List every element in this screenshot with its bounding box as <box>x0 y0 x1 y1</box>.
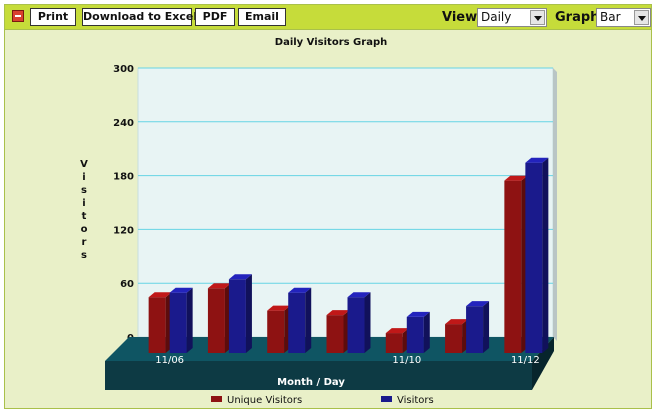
y-axis-label-letter: s <box>81 250 87 261</box>
x-tick-label: 11/06 <box>155 355 184 366</box>
bar <box>288 292 306 353</box>
bar-top <box>445 319 469 325</box>
view-select[interactable]: Daily <box>477 8 547 27</box>
y-tick-label: 60 <box>120 279 134 290</box>
bar-top <box>347 292 371 298</box>
legend-label: Unique Visitors <box>227 395 302 406</box>
bar <box>207 288 225 353</box>
bar-top <box>504 175 528 181</box>
y-axis-label-letter: t <box>82 211 87 222</box>
pdf-button[interactable]: PDF <box>195 8 235 26</box>
bar <box>169 292 187 353</box>
bar-side <box>542 157 549 353</box>
legend: Unique Visitors Visitors <box>211 395 434 406</box>
bar-top <box>288 287 312 293</box>
toolbar: Print Download to Excel PDF Email View: … <box>5 5 651 30</box>
bar <box>406 316 424 353</box>
legend-label: Visitors <box>397 395 434 406</box>
graph-select[interactable]: Bar <box>596 8 651 27</box>
chevron-down-icon[interactable] <box>634 10 649 25</box>
bar-side <box>305 287 312 353</box>
download-excel-button[interactable]: Download to Excel <box>82 8 197 26</box>
chevron-down-icon[interactable] <box>530 10 545 25</box>
bar-side <box>245 274 252 353</box>
bar <box>347 297 365 353</box>
visitors-chart: Daily Visitors Graph 06012018024030011/0… <box>80 37 557 406</box>
bar-top <box>406 311 430 317</box>
legend-swatch <box>381 396 392 402</box>
bar <box>326 315 344 353</box>
x-tick-label: 11/10 <box>392 355 421 366</box>
chart-floor-front <box>105 361 532 390</box>
bar <box>445 324 463 353</box>
bar-side <box>186 287 193 353</box>
y-tick-label: 300 <box>113 64 134 75</box>
bar <box>525 162 543 353</box>
view-select-value: Daily <box>481 10 512 24</box>
bar-top <box>466 301 490 307</box>
bar-top <box>267 305 291 311</box>
bar-side <box>364 292 371 353</box>
chart-title: Daily Visitors Graph <box>275 37 387 48</box>
graph-select-value: Bar <box>600 10 621 24</box>
x-tick-label: 11/12 <box>511 355 540 366</box>
bar <box>504 180 522 353</box>
bar <box>267 310 285 353</box>
y-axis-label-letter: s <box>81 185 87 196</box>
legend-swatch <box>211 396 222 402</box>
bar <box>148 297 166 353</box>
graph-label: Graph: <box>555 10 605 25</box>
bar-side <box>423 311 430 353</box>
y-axis-label-letter: V <box>80 159 88 170</box>
y-tick-label: 120 <box>113 225 134 236</box>
y-tick-label: 180 <box>113 172 134 183</box>
y-tick-label: 240 <box>113 118 134 129</box>
email-button[interactable]: Email <box>238 8 286 26</box>
bar <box>228 279 246 353</box>
bar-top <box>228 274 252 280</box>
y-axis-label-letter: i <box>82 172 85 183</box>
x-axis-label: Month / Day <box>277 377 345 388</box>
bar <box>466 306 484 353</box>
bar-top <box>148 292 172 298</box>
print-button[interactable]: Print <box>30 8 76 26</box>
plot-side <box>553 68 557 341</box>
y-axis-label-letter: o <box>81 224 88 235</box>
y-axis-label-letter: i <box>82 198 85 209</box>
y-axis-label: Visitors <box>80 159 88 261</box>
minimize-icon[interactable] <box>12 10 24 22</box>
bar-top <box>169 287 193 293</box>
bar <box>385 333 403 353</box>
view-label: View: <box>442 10 483 25</box>
bar-top <box>326 310 350 316</box>
visitors-panel: Print Download to Excel PDF Email View: … <box>4 4 652 409</box>
plot-background <box>137 67 554 338</box>
bar-top <box>385 328 409 334</box>
bar-side <box>483 301 490 353</box>
bar-top <box>207 283 231 289</box>
y-axis-label-letter: r <box>82 237 87 248</box>
chart-floor-side <box>532 337 554 390</box>
bar-top <box>525 157 549 163</box>
